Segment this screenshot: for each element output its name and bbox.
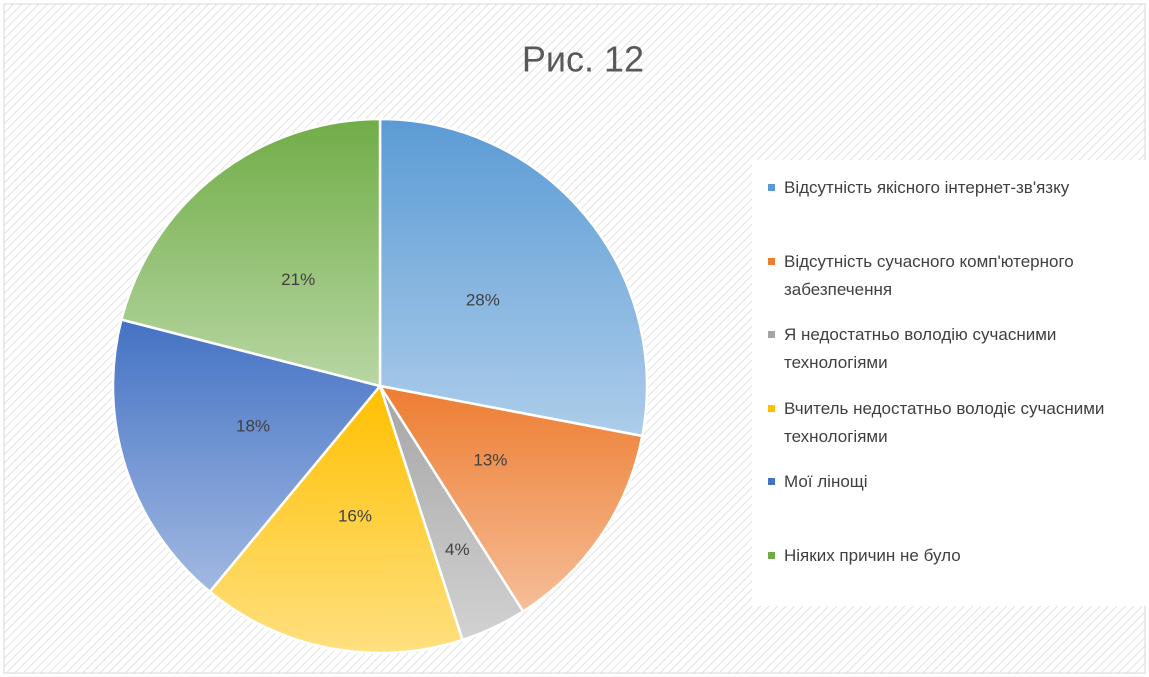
pie-slice — [378, 117, 649, 438]
data-label: 28% — [466, 290, 500, 309]
legend: Відсутність якісного інтернет-зв'язку Від… — [752, 160, 1146, 606]
pie-slice — [208, 383, 465, 655]
legend-label: Ніяких причин не було — [784, 545, 961, 565]
legend-label: Я недостатньо володію сучасними технолог… — [784, 325, 1057, 372]
legend-label: Вчитель недостатньо володіє сучасними те… — [784, 398, 1105, 446]
data-label: 16% — [338, 507, 372, 526]
legend-swatch — [768, 184, 775, 191]
legend-swatch — [768, 331, 775, 338]
legend-swatch — [768, 257, 775, 265]
legend-item: Відсутність сучасного комп'ютерного забе… — [752, 248, 1146, 322]
data-label: 21% — [281, 270, 315, 289]
legend-swatch — [768, 404, 775, 412]
legend-item: Відсутність якісного інтернет-зв'язку — [752, 174, 1146, 248]
pie-slice — [111, 318, 383, 594]
data-label: 13% — [473, 451, 507, 470]
legend-label: Відсутність якісного інтернет-зв'язку — [784, 178, 1070, 197]
data-label: 4% — [445, 540, 470, 559]
legend-item: Ніяких причин не було — [752, 542, 1146, 616]
pie-slice — [377, 384, 644, 614]
pie-slice — [119, 117, 382, 388]
legend-swatch — [768, 478, 775, 485]
legend-item: Вчитель недостатньо володіє сучасними те… — [752, 395, 1146, 469]
data-label: 18% — [236, 417, 270, 436]
legend-swatch — [768, 551, 775, 559]
legend-item: Я недостатньо володію сучасними технолог… — [752, 321, 1146, 395]
legend-label: Відсутність сучасного комп'ютерного забе… — [784, 251, 1074, 299]
chart-title: Рис. 12 — [522, 39, 644, 80]
legend-label: Мої лінощі — [784, 472, 868, 491]
legend-item: Мої лінощі — [752, 468, 1146, 542]
